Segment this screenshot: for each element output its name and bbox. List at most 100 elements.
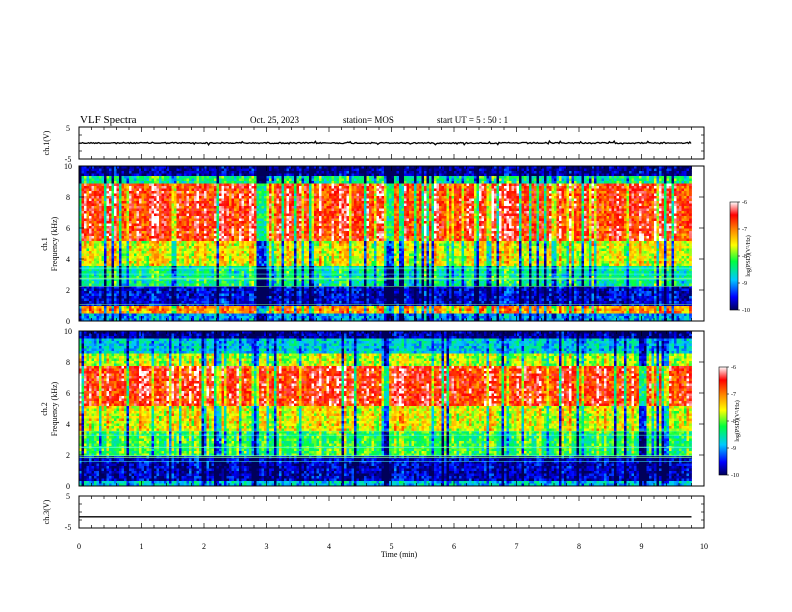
spectrogram-cell	[629, 174, 632, 177]
spectrogram-cell	[492, 174, 495, 177]
spectrogram-cell	[172, 169, 175, 172]
spectrogram-cell	[242, 169, 245, 172]
spectrogram-cell	[389, 174, 392, 177]
spectrogram-cell	[159, 171, 162, 174]
spectrogram-cell	[182, 171, 185, 174]
spectrogram-cell	[244, 169, 247, 172]
spectrogram-cell	[442, 169, 445, 172]
spectrogram-cell	[377, 174, 380, 177]
spectrogram-cell	[224, 174, 227, 177]
spectrogram-cell	[582, 171, 585, 174]
spectrogram-cell	[107, 176, 110, 179]
spectrogram-cell	[87, 171, 90, 174]
spectrogram-cell	[474, 169, 477, 172]
spectrogram-cell	[104, 169, 107, 172]
spectrogram-cell	[504, 169, 507, 172]
spectrogram-cell	[329, 169, 332, 172]
spectrogram-cell	[644, 171, 647, 174]
spectrogram-cell	[169, 174, 172, 177]
spectrogram-cell	[97, 169, 100, 172]
spectrogram-cell	[552, 176, 555, 179]
spectrogram-cell	[479, 174, 482, 177]
spectrogram-cell	[267, 169, 270, 172]
spectrogram-cell	[367, 176, 370, 179]
spectrogram-cell	[379, 174, 382, 177]
spectrogram-cell	[122, 171, 125, 174]
spectrogram-cell	[329, 171, 332, 174]
spectrogram-cell	[254, 174, 257, 177]
spectrogram-cell	[434, 171, 437, 174]
spectrogram-cell	[132, 176, 135, 179]
spectrogram-cell	[237, 174, 240, 177]
spectrogram-cell	[679, 171, 682, 174]
spectrogram-cell	[347, 176, 350, 179]
spectrogram-cell	[689, 171, 692, 174]
spectrogram-cell	[419, 176, 422, 179]
spectrogram-cell	[87, 176, 90, 179]
spectrogram-cell	[659, 171, 662, 174]
spectrogram-cell	[202, 171, 205, 174]
spectrogram-cell	[524, 176, 527, 179]
spectrogram-cell	[197, 174, 200, 177]
spectrogram-cell	[369, 169, 372, 172]
spectrogram-cell	[247, 171, 250, 174]
spectrogram-cell	[447, 174, 450, 177]
spectrogram-cell	[669, 169, 672, 172]
spectrogram-cell	[332, 176, 335, 179]
spectrogram-cell	[514, 176, 517, 179]
spectrogram-cell	[219, 169, 222, 172]
spectrogram-cell	[394, 174, 397, 177]
spectrogram-cell	[612, 169, 615, 172]
spectrogram-cell	[564, 174, 567, 177]
spectrogram-cell	[509, 174, 512, 177]
spectrogram-cell	[504, 174, 507, 177]
spectrogram-cell	[362, 174, 365, 177]
spectrogram-cell	[187, 169, 190, 172]
spectrogram-cell	[184, 174, 187, 177]
spectrogram-cell	[342, 169, 345, 172]
spectrogram-cell	[129, 176, 132, 179]
spectrogram-cell	[609, 171, 612, 174]
spectrogram-cell	[452, 176, 455, 179]
spectrogram-cell	[167, 174, 170, 177]
spectrogram-cell	[317, 174, 320, 177]
spectrogram-cell	[624, 174, 627, 177]
spectrogram-cell	[594, 169, 597, 172]
spectrogram-cell	[287, 174, 290, 177]
spectrogram-cell	[674, 169, 677, 172]
spectrogram-cell	[487, 169, 490, 172]
spectrogram-cell	[419, 174, 422, 177]
spectrogram-cell	[559, 174, 562, 177]
spectrogram-cell	[597, 171, 600, 174]
spectrogram-cell	[319, 169, 322, 172]
spectrogram-cell	[432, 176, 435, 179]
spectrogram-cell	[592, 174, 595, 177]
spectrogram-cell	[332, 171, 335, 174]
spectrogram-cell	[147, 174, 150, 177]
spectrogram-cell	[169, 169, 172, 172]
spectrogram-cell	[374, 169, 377, 172]
spectrogram-cell	[162, 174, 165, 177]
spectrogram-cell	[162, 171, 165, 174]
spectrogram-cell	[449, 176, 452, 179]
spectrogram-cell	[359, 174, 362, 177]
spectrogram-cell	[557, 169, 560, 172]
spectrogram-cell	[107, 169, 110, 172]
spectrogram-cell	[104, 174, 107, 177]
spectrogram-cell	[577, 176, 580, 179]
spectrogram-cell	[482, 174, 485, 177]
spectrogram-cell	[632, 171, 635, 174]
spectrogram-cell	[382, 169, 385, 172]
spectrogram-cell	[224, 176, 227, 179]
spectrogram-cell	[334, 174, 337, 177]
spectrogram-cell	[414, 171, 417, 174]
spectrogram-cell	[422, 176, 425, 179]
spectrogram-cell	[232, 176, 235, 179]
spectrogram-cell	[562, 171, 565, 174]
spectrogram-cell	[167, 171, 170, 174]
spectrogram-cell	[487, 176, 490, 179]
spectrogram-cell	[442, 171, 445, 174]
spectrogram-cell	[432, 174, 435, 177]
spectrogram-cell	[172, 176, 175, 179]
spectrogram-cell	[194, 174, 197, 177]
